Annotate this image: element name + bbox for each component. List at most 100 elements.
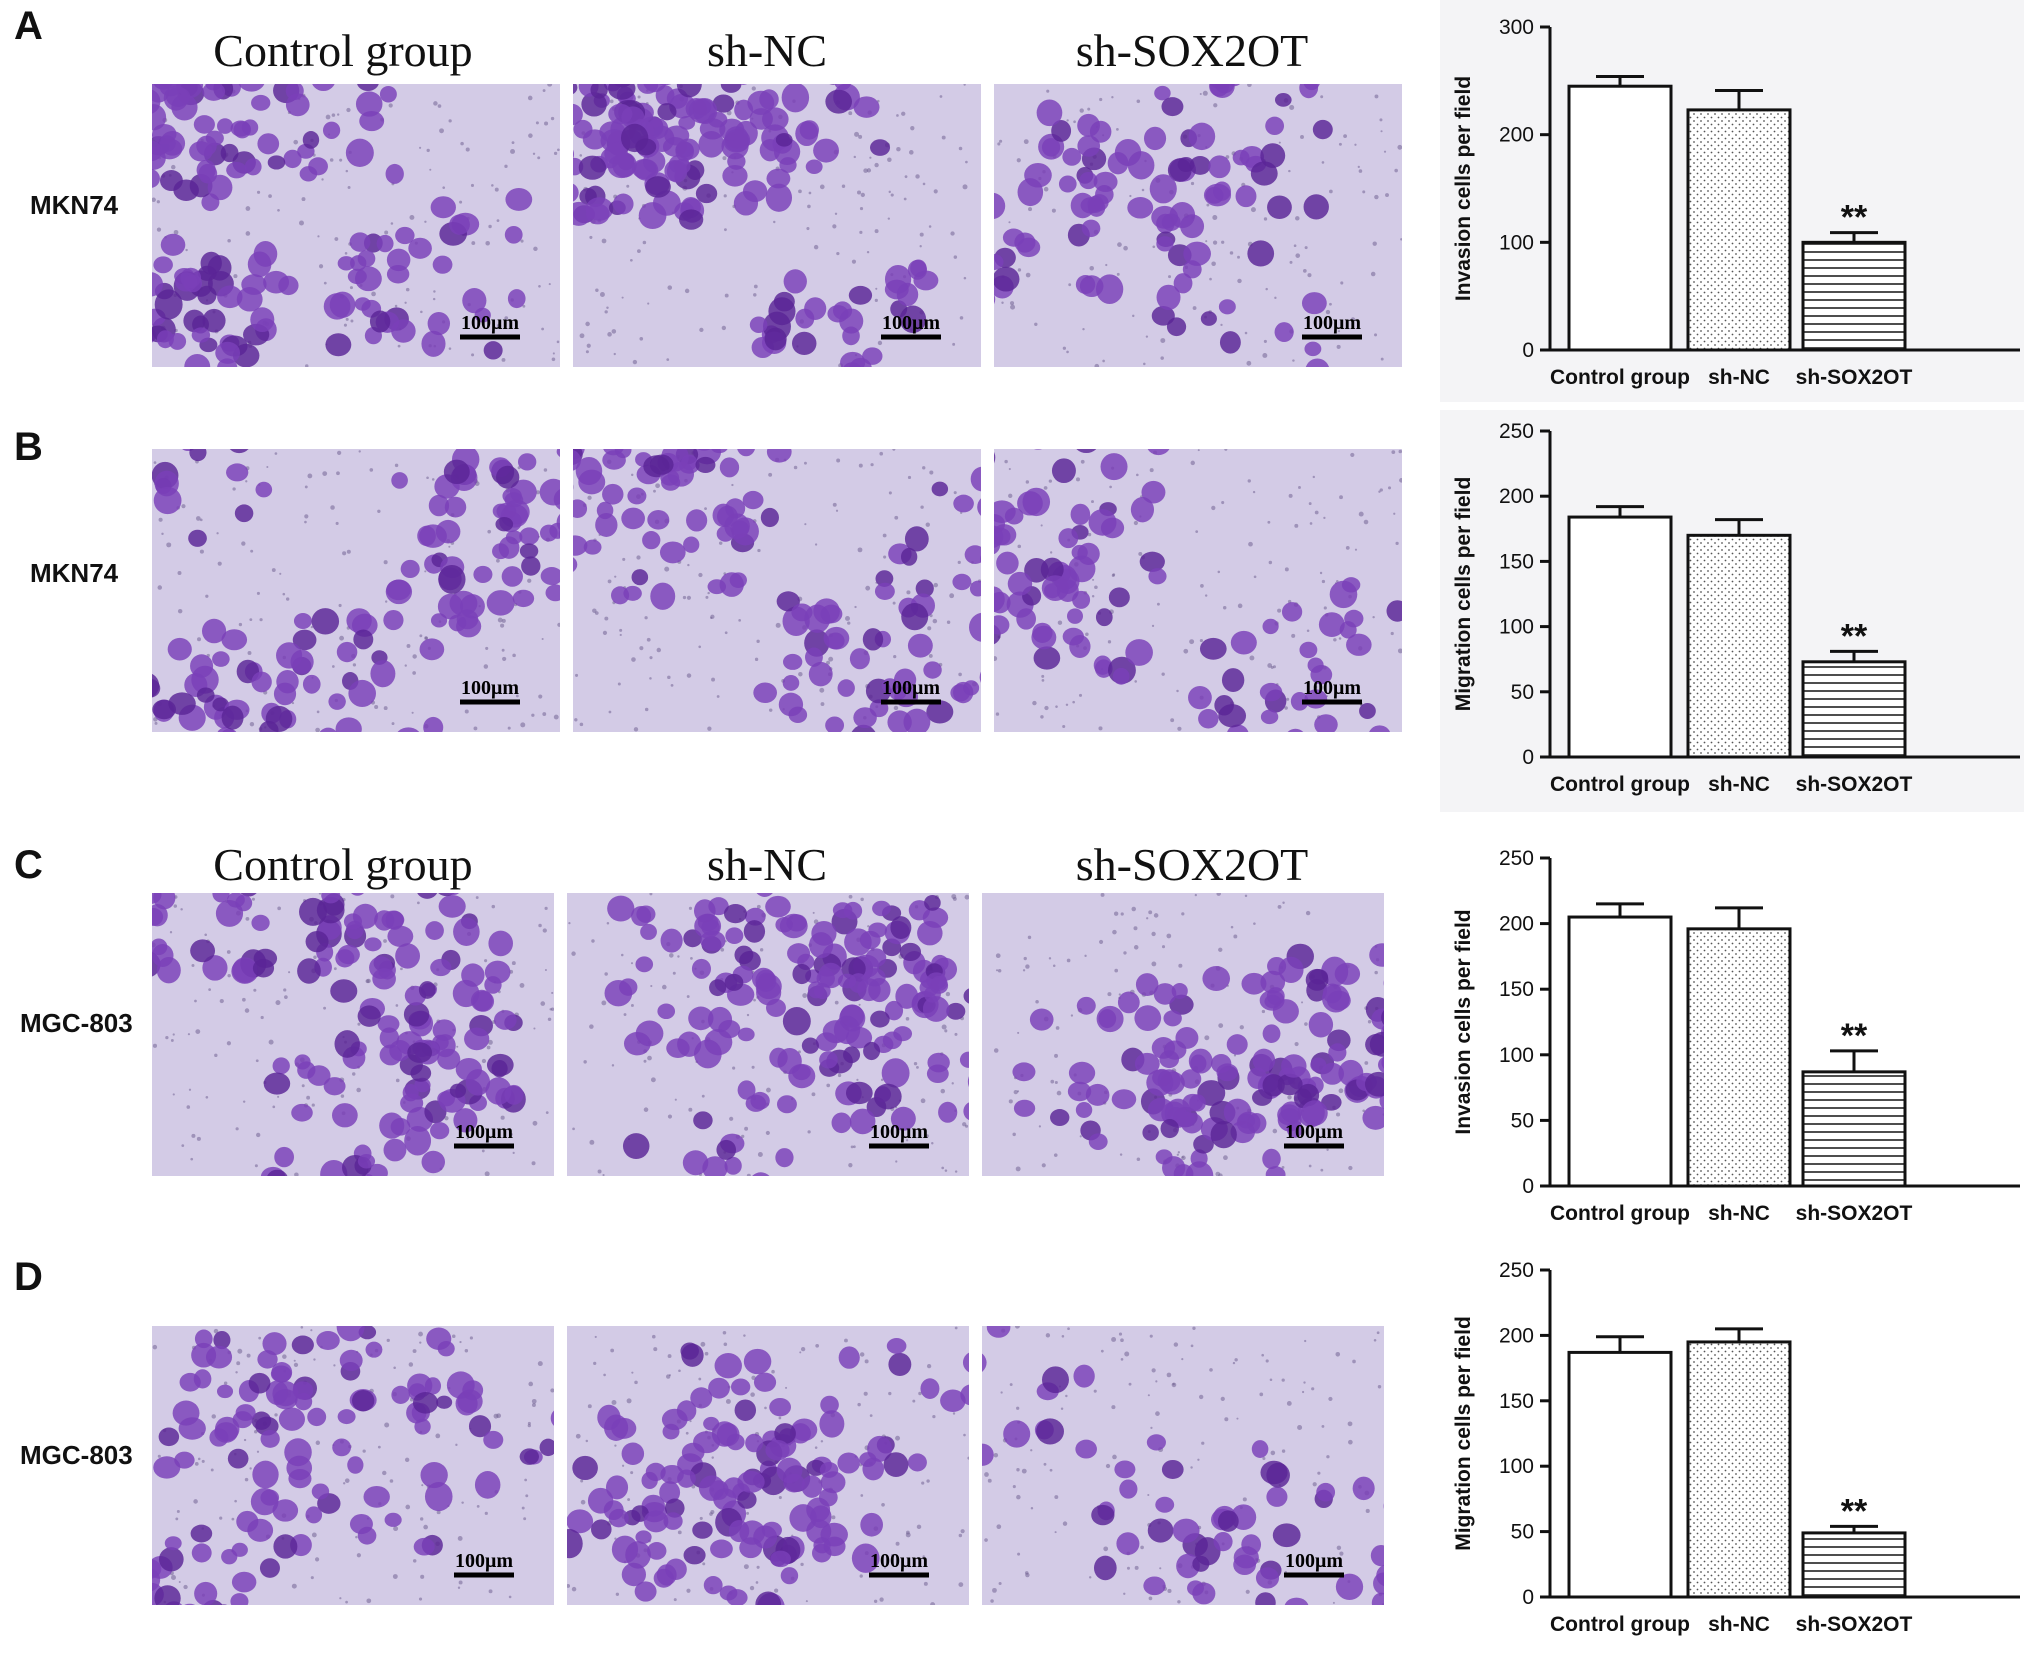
pore-speck (1230, 925, 1234, 929)
stained-cell (517, 453, 537, 471)
pore-speck (836, 458, 841, 463)
pore-speck (1320, 95, 1324, 99)
pore-speck (601, 1000, 607, 1006)
pore-speck (1166, 933, 1172, 939)
pore-speck (1136, 99, 1141, 104)
stained-cell (833, 1015, 861, 1045)
condition-title-sh-nc: sh-NC (706, 839, 828, 890)
stained-cell (578, 469, 606, 495)
pore-speck (391, 722, 395, 726)
pore-speck (1195, 530, 1199, 533)
stained-cell (686, 509, 708, 532)
pore-speck (247, 650, 252, 655)
cell-line-label: MKN74 (30, 190, 119, 220)
pore-speck (1176, 1153, 1179, 1156)
stained-cell (438, 564, 466, 594)
pore-speck (366, 1598, 372, 1604)
pore-speck (684, 288, 690, 294)
pore-speck (744, 1126, 749, 1131)
pore-speck (244, 1008, 250, 1013)
pore-speck (856, 1078, 859, 1081)
micrograph: 100μm (994, 449, 1402, 732)
pore-speck (647, 1055, 652, 1061)
pore-speck (753, 293, 757, 297)
pore-speck (1311, 1387, 1315, 1391)
stained-cell (1301, 1100, 1328, 1126)
pore-speck (808, 191, 812, 195)
pore-speck (266, 466, 269, 469)
stained-cell (238, 84, 265, 92)
pore-speck (388, 103, 393, 108)
pore-speck (340, 1094, 345, 1098)
scale-bar-label: 100μm (461, 677, 519, 699)
pore-speck (609, 99, 614, 104)
stained-cell (498, 536, 520, 559)
stained-cell (791, 1418, 818, 1441)
pore-speck (525, 1494, 529, 1498)
stained-cell (465, 1069, 491, 1096)
pore-speck (527, 1423, 531, 1428)
pore-speck (1397, 144, 1402, 150)
pore-speck (1053, 1153, 1058, 1157)
stained-cell (801, 1475, 823, 1498)
pore-speck (1286, 697, 1290, 701)
stained-cell (765, 895, 791, 918)
pore-speck (507, 726, 511, 730)
stained-cell (1281, 1054, 1307, 1078)
pore-speck (1129, 194, 1132, 198)
pore-speck (557, 148, 560, 152)
stained-cell (1281, 602, 1303, 622)
pore-speck (1062, 1521, 1068, 1526)
pore-speck (1320, 1168, 1324, 1172)
pore-speck (895, 1160, 898, 1163)
stained-cell (1147, 449, 1170, 456)
pore-speck (246, 1353, 251, 1358)
stained-cell (1095, 608, 1113, 627)
stained-cell (432, 255, 453, 274)
stained-cell (297, 958, 321, 984)
pore-speck (877, 340, 883, 346)
stained-cell (874, 582, 895, 600)
pore-speck (1281, 1166, 1285, 1169)
pore-speck (1016, 158, 1021, 163)
pore-speck (1328, 1396, 1333, 1402)
pore-speck (923, 1581, 928, 1586)
stained-cell (1202, 966, 1231, 992)
pore-speck (1321, 579, 1326, 584)
pore-speck (1277, 608, 1282, 613)
pore-speck (1336, 1545, 1342, 1551)
pore-speck (543, 468, 548, 472)
stained-cell (202, 955, 228, 981)
pore-speck (1034, 322, 1038, 326)
pore-speck (1367, 1020, 1372, 1024)
pore-speck (1055, 1026, 1060, 1030)
pore-speck (716, 695, 720, 698)
micrograph: 100μm (994, 84, 1402, 367)
stained-cell (691, 958, 711, 979)
pore-speck (547, 84, 553, 87)
pore-speck (778, 1416, 782, 1420)
pore-speck (731, 483, 734, 487)
pore-speck (538, 284, 541, 288)
pore-speck (481, 1149, 485, 1153)
pore-speck (1141, 188, 1145, 192)
pore-speck (1103, 1546, 1109, 1552)
pore-speck (960, 1529, 965, 1534)
stained-cell (842, 326, 860, 346)
stained-cell (820, 1395, 839, 1414)
pore-speck (499, 1563, 503, 1567)
stained-cell (1142, 1124, 1159, 1141)
pore-speck (362, 1449, 366, 1453)
stained-cell (749, 316, 768, 333)
stained-cell (666, 160, 688, 183)
y-tick-label: 100 (1499, 1044, 1534, 1067)
pore-speck (191, 1133, 196, 1138)
bar (1801, 1070, 1907, 1188)
pore-speck (161, 532, 164, 536)
stained-cell (420, 1461, 448, 1489)
pore-speck (424, 636, 428, 640)
stained-cell (462, 287, 487, 314)
stained-cell (171, 94, 198, 121)
stained-cell (1339, 621, 1357, 639)
